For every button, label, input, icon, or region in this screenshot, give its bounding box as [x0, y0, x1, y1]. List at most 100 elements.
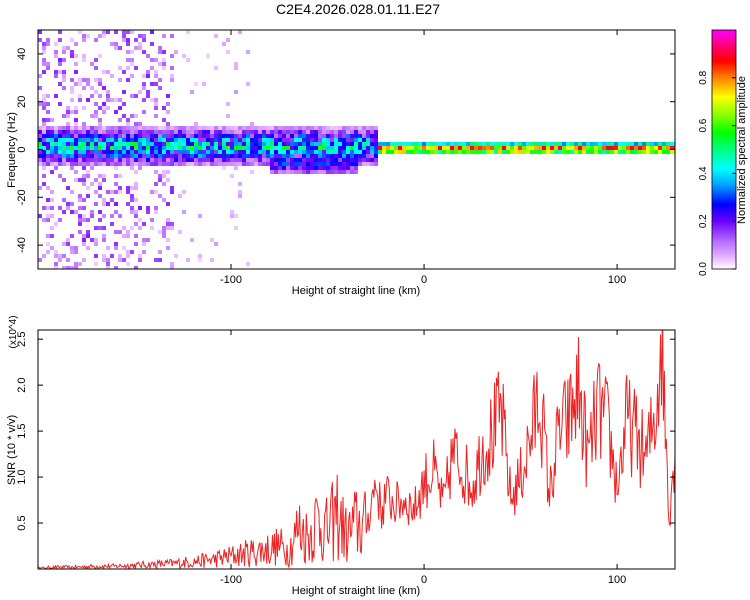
spectrogram-cell	[106, 130, 110, 134]
spectrogram-cell	[402, 150, 406, 154]
spectrogram-cell	[134, 38, 138, 42]
spectrogram-cell	[106, 246, 110, 250]
spectrogram-cell	[422, 150, 426, 154]
spectrogram-cell	[142, 150, 146, 154]
spectrogram-cell	[70, 126, 74, 130]
spectrogram-cell	[130, 186, 134, 190]
spectrogram-cell	[62, 198, 66, 202]
spectrogram-cell	[254, 146, 258, 150]
spectrogram-cell	[518, 142, 522, 146]
spectrogram-cell	[94, 130, 98, 134]
spectrogram-cell	[82, 106, 86, 110]
spectrogram-cell	[326, 170, 330, 174]
spectrogram-cell	[278, 166, 282, 170]
spectrogram-cells	[38, 30, 675, 269]
spectrogram-cell	[122, 154, 126, 158]
spectrogram-cell	[74, 250, 78, 254]
spectrogram-cell	[634, 142, 638, 146]
spectrogram-cell	[138, 254, 142, 258]
spectrogram-cell	[330, 154, 334, 158]
spectrogram-cell	[338, 138, 342, 142]
spectrogram-cell	[318, 138, 322, 142]
colorbar-label: Normalized spectral amplitude	[736, 76, 748, 224]
spectrogram-cell	[438, 150, 442, 154]
spectrogram-cell	[154, 150, 158, 154]
spectrogram-cell	[162, 234, 166, 238]
spectrogram-cell	[138, 166, 142, 170]
spectrogram-cell	[170, 150, 174, 154]
spectrogram-cell	[74, 62, 78, 66]
spectrogram-cell	[86, 230, 90, 234]
spectrogram-cell	[98, 218, 102, 222]
spectrogram-cell	[182, 210, 186, 214]
spectrogram-cell	[86, 126, 90, 130]
spectrogram-cell	[122, 70, 126, 74]
spectrogram-cell	[166, 170, 170, 174]
spectrogram-cell	[210, 146, 214, 150]
spectrogram-cell	[110, 126, 114, 130]
spectrogram-cell	[398, 142, 402, 146]
spectrogram-cell	[94, 66, 98, 70]
spectrogram-cell	[162, 34, 166, 38]
spectrogram-cell	[170, 130, 174, 134]
spectrogram-cell	[310, 130, 314, 134]
spectrogram-cell	[290, 170, 294, 174]
spectrogram-cell	[102, 70, 106, 74]
spectrogram-cell	[342, 142, 346, 146]
spectrogram-cell	[662, 146, 666, 150]
spectrogram-cell	[278, 142, 282, 146]
spectrogram-cell	[306, 130, 310, 134]
spectrogram-cell	[114, 138, 118, 142]
spectrogram-cell	[50, 234, 54, 238]
spectrogram-cell	[234, 166, 238, 170]
spectrogram-cell	[262, 162, 266, 166]
spectrogram-cell	[282, 170, 286, 174]
spectrogram-cell	[170, 142, 174, 146]
spectrogram-cell	[234, 226, 238, 230]
spectrogram-cell	[210, 126, 214, 130]
spectrogram-cell	[318, 166, 322, 170]
spectrogram-cell	[238, 158, 242, 162]
spectrogram-cell	[54, 262, 58, 266]
spectrogram-cell	[158, 194, 162, 198]
spectrogram-cell	[190, 126, 194, 130]
spectrogram-cell	[446, 146, 450, 150]
spectrogram-cell	[62, 266, 66, 269]
spectrogram-cell	[534, 142, 538, 146]
spectrogram-cell	[42, 146, 46, 150]
spectrogram-cell	[110, 138, 114, 142]
spectrogram-cell	[222, 42, 226, 46]
spectrogram-cell	[350, 150, 354, 154]
spectrogram-cell	[406, 146, 410, 150]
spectrogram-cell	[438, 142, 442, 146]
spectrogram-cell	[458, 146, 462, 150]
snr-yscale-label: (x10^4)	[8, 315, 19, 348]
spectrogram-cell	[346, 154, 350, 158]
spectrogram-cell	[70, 110, 74, 114]
spectrogram-cell	[50, 130, 54, 134]
spectrogram-cell	[162, 182, 166, 186]
spectrogram-cell	[206, 162, 210, 166]
spectrogram-cell	[214, 242, 218, 246]
spectrogram-cell	[46, 38, 50, 42]
spectrogram-cell	[98, 182, 102, 186]
spectrogram-cell	[102, 258, 106, 262]
spectrogram-cell	[322, 154, 326, 158]
spectrogram-cell	[414, 146, 418, 150]
spectrogram-cell	[374, 134, 378, 138]
spectrogram-cell	[54, 138, 58, 142]
spectrogram-cell	[78, 162, 82, 166]
spectrogram-cell	[226, 158, 230, 162]
spectrogram-cell	[102, 202, 106, 206]
spectrogram-cell	[330, 146, 334, 150]
spectrogram-cell	[134, 182, 138, 186]
spectrogram-cell	[390, 150, 394, 154]
spectrogram-cell	[454, 150, 458, 154]
spectrogram-cell	[166, 150, 170, 154]
spectrogram-cell	[206, 142, 210, 146]
spectrogram-cell	[134, 222, 138, 226]
spectrogram-cell	[222, 142, 226, 146]
spectrogram-cell	[426, 150, 430, 154]
spectrogram-cell	[62, 150, 66, 154]
spectrogram-cell	[86, 246, 90, 250]
